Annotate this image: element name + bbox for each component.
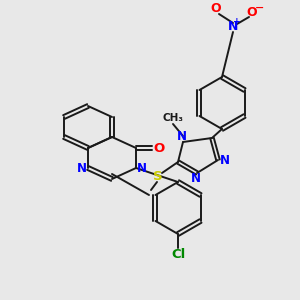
Text: N: N <box>228 20 238 32</box>
Text: N: N <box>77 161 87 175</box>
Text: O: O <box>247 7 257 20</box>
Text: N: N <box>220 154 230 166</box>
Text: Cl: Cl <box>171 248 185 260</box>
Text: S: S <box>153 170 163 184</box>
Text: N: N <box>137 161 147 175</box>
Text: O: O <box>153 142 165 154</box>
Text: +: + <box>233 16 241 26</box>
Text: N: N <box>177 130 187 142</box>
Text: CH₃: CH₃ <box>163 113 184 123</box>
Text: −: − <box>255 3 265 13</box>
Text: N: N <box>191 172 201 185</box>
Text: O: O <box>211 2 221 16</box>
